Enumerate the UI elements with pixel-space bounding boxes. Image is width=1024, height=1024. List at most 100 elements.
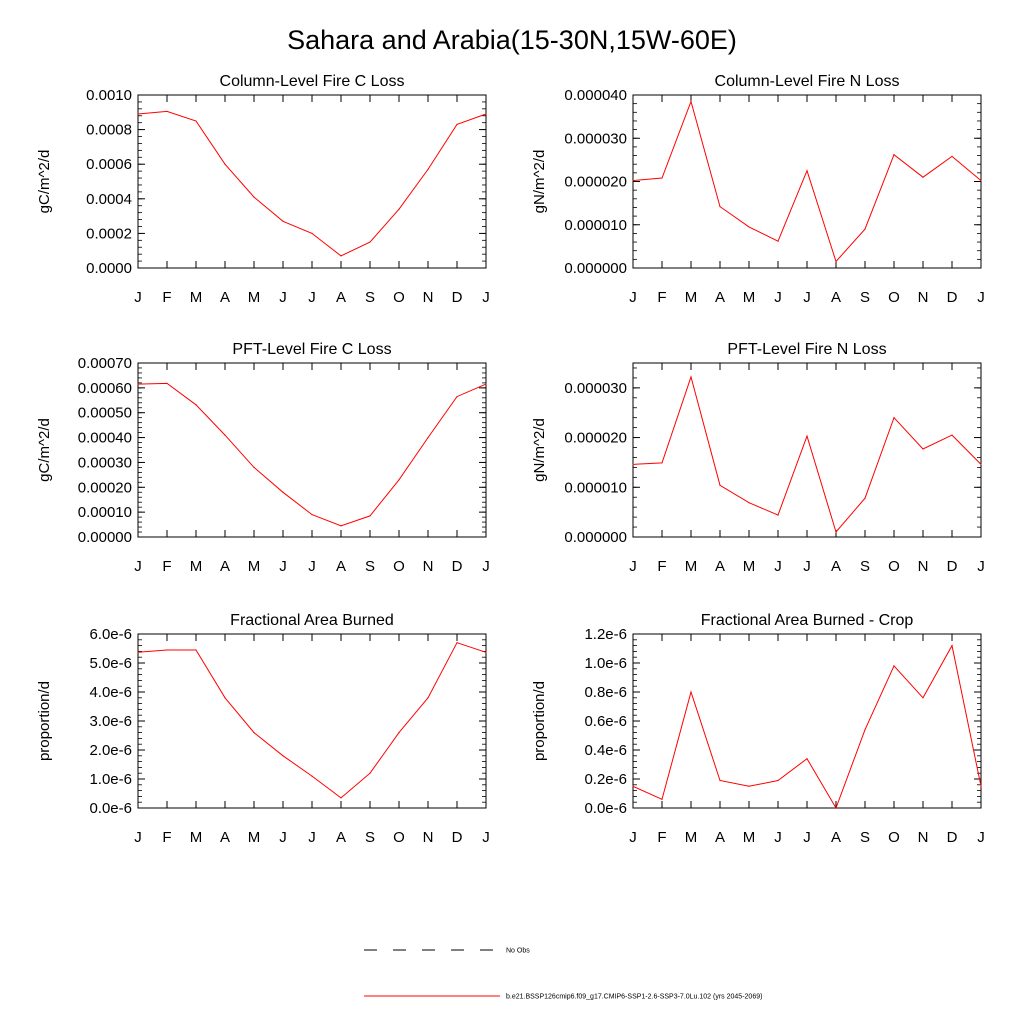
x-tick-label: F — [162, 289, 171, 306]
data-point — [340, 797, 342, 799]
y-tick-label: 0.0e-6 — [89, 800, 132, 817]
data-point — [864, 228, 866, 230]
y-tick-label: 0.8e-6 — [584, 684, 627, 701]
data-point — [398, 208, 400, 210]
data-point — [806, 435, 808, 437]
series-line — [632, 644, 982, 810]
data-point — [398, 479, 400, 481]
x-tick-label: J — [977, 289, 985, 306]
data-point — [340, 255, 342, 257]
data-point — [922, 448, 924, 450]
data-point — [427, 168, 429, 170]
x-tick-label: A — [831, 558, 841, 575]
x-tick-label: N — [423, 289, 434, 306]
data-point — [137, 113, 139, 115]
y-tick-label: 0.0002 — [86, 225, 132, 242]
data-point — [980, 180, 982, 182]
x-tick-label: M — [248, 289, 261, 306]
x-tick-label: M — [190, 829, 203, 846]
x-tick-label: M — [743, 829, 756, 846]
x-tick-label: D — [452, 558, 463, 575]
x-tick-label: F — [162, 829, 171, 846]
panel-title: Fractional Area Burned - Crop — [701, 612, 914, 629]
data-point — [719, 484, 721, 486]
y-tick-label: 0.000030 — [564, 380, 627, 397]
data-point — [777, 514, 779, 516]
data-point — [835, 807, 837, 809]
data-point — [893, 154, 895, 156]
y-tick-label: 0.4e-6 — [584, 742, 627, 759]
x-tick-label: J — [482, 558, 490, 575]
x-tick-label: A — [715, 289, 725, 306]
data-point — [369, 515, 371, 517]
y-tick-label: 0.0010 — [86, 87, 132, 104]
data-point — [398, 732, 400, 734]
x-tick-label: N — [918, 289, 929, 306]
x-tick-label: O — [888, 829, 900, 846]
panel-title: Fractional Area Burned — [230, 612, 394, 629]
x-tick-label: S — [365, 558, 375, 575]
x-tick-label: J — [134, 829, 142, 846]
data-point — [369, 772, 371, 774]
data-point — [719, 205, 721, 208]
x-tick-label: J — [279, 558, 287, 575]
plot-frame — [632, 362, 982, 538]
x-tick-label: M — [743, 289, 756, 306]
data-point — [835, 531, 837, 533]
data-point — [195, 120, 197, 122]
data-point — [661, 462, 663, 464]
x-tick-label: A — [715, 558, 725, 575]
x-tick-label: F — [657, 829, 666, 846]
y-tick-label: 0.0000 — [86, 260, 132, 277]
y-tick-label: 6.0e-6 — [89, 626, 132, 643]
x-tick-label: F — [162, 558, 171, 575]
data-point — [311, 514, 313, 516]
x-tick-label: J — [629, 558, 637, 575]
y-tick-label: 0.00060 — [78, 380, 132, 397]
data-point — [661, 177, 663, 179]
y-tick-label: 0.0e-6 — [584, 800, 627, 817]
data-point — [369, 241, 371, 243]
data-point — [748, 785, 750, 787]
x-tick-label: N — [423, 829, 434, 846]
x-tick-label: A — [715, 829, 725, 846]
x-tick-label: F — [657, 289, 666, 306]
data-point — [282, 220, 284, 222]
series-line — [137, 382, 487, 527]
y-tick-label: 0.000010 — [564, 217, 627, 234]
y-tick-label: 0.000010 — [564, 479, 627, 496]
plot-frame — [137, 94, 487, 269]
data-point — [137, 383, 139, 385]
data-point — [253, 196, 255, 198]
data-point — [166, 382, 168, 384]
data-point — [690, 691, 692, 693]
x-tick-label: O — [393, 558, 405, 575]
y-tick-label: 0.0006 — [86, 156, 132, 173]
data-point — [864, 729, 866, 731]
y-tick-label: 1.0e-6 — [584, 655, 627, 672]
y-axis-label: gN/m^2/d — [531, 418, 548, 482]
x-tick-label: O — [888, 289, 900, 306]
x-tick-label: N — [918, 558, 929, 575]
data-point — [951, 155, 953, 158]
y-axis-label: gC/m^2/d — [36, 150, 53, 214]
x-tick-label: S — [860, 289, 870, 306]
x-tick-label: A — [831, 289, 841, 306]
y-tick-label: 1.0e-6 — [89, 771, 132, 788]
x-tick-label: O — [888, 558, 900, 575]
data-point — [311, 232, 313, 234]
x-tick-label: J — [774, 558, 782, 575]
x-tick-label: N — [423, 558, 434, 575]
x-tick-label: O — [393, 829, 405, 846]
data-point — [456, 642, 458, 644]
x-tick-label: D — [947, 558, 958, 575]
y-tick-label: 0.00000 — [78, 529, 132, 546]
chart-panel: PFT-Level Fire N Loss gN/m^2/d 0.000000 0.0… — [531, 341, 985, 575]
y-tick-label: 0.00020 — [78, 479, 132, 496]
panel-title: Column-Level Fire C Loss — [220, 73, 405, 90]
y-axis-label: gN/m^2/d — [531, 150, 548, 214]
y-tick-label: 0.00070 — [78, 355, 132, 372]
x-tick-label: M — [248, 829, 261, 846]
x-tick-label: A — [220, 289, 230, 306]
data-point — [195, 649, 197, 651]
